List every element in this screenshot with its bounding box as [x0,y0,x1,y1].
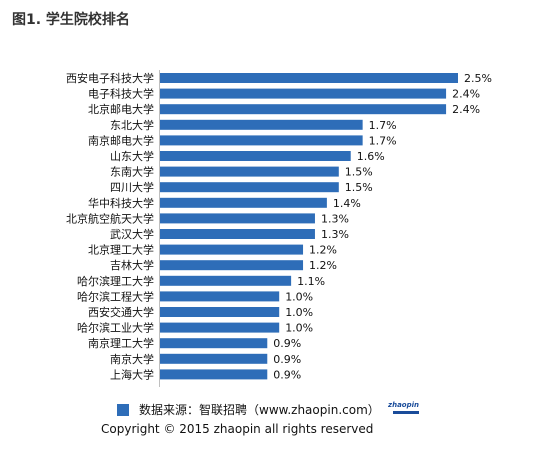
value-label: 1.0% [285,322,313,335]
bar [160,322,280,333]
bar [160,291,280,302]
bar [160,229,315,239]
value-label: 1.4% [333,197,361,210]
bar [160,213,315,224]
bar [160,88,447,99]
category-label: 哈尔滨理工大学 [77,274,154,288]
source-text: 数据来源：智联招聘（www.zhaopin.com） [139,403,380,417]
value-label: 0.9% [273,353,301,366]
value-label: 1.3% [321,228,349,241]
value-label: 2.4% [452,103,480,116]
bar [160,119,363,130]
value-label: 0.9% [273,337,301,350]
bar [160,166,339,177]
bar [160,244,304,255]
value-label: 1.0% [285,290,313,303]
value-label: 1.5% [345,166,373,179]
value-label: 1.5% [345,181,373,194]
bar [160,338,268,349]
category-label: 山东大学 [110,149,154,163]
bar [160,260,304,271]
value-label: 1.3% [321,212,349,225]
logo-text: zhaopin [388,401,419,409]
category-label: 上海大学 [110,367,154,381]
bar [160,104,447,115]
category-label: 东北大学 [110,118,154,132]
value-label: 1.0% [285,306,313,319]
copyright-text: Copyright © 2015 zhaopin all rights rese… [101,422,374,436]
category-label: 电子科技大学 [88,87,154,101]
category-label: 南京理工大学 [88,336,154,350]
bar [160,275,292,286]
logo-bar-icon [393,411,419,414]
bar [160,151,351,161]
category-label: 哈尔滨工程大学 [77,289,154,303]
value-label: 1.6% [357,150,385,163]
value-label: 1.2% [309,259,337,272]
value-label: 2.5% [464,72,492,85]
value-label: 1.2% [309,244,337,257]
bar [160,353,268,364]
zhaopin-logo: zhaopin [371,400,419,416]
category-label: 武汉大学 [110,227,154,241]
category-label: 南京邮电大学 [88,133,154,147]
category-label: 北京邮电大学 [88,102,154,116]
bar [160,182,339,193]
category-label: 西安电子科技大学 [66,71,154,85]
chart-title: 图1. 学生院校排名 [12,12,130,28]
category-label: 哈尔滨工业大学 [77,321,154,335]
bar [160,135,363,146]
category-label: 西安交通大学 [88,305,154,319]
bar [160,369,268,380]
bar [160,197,327,208]
legend-swatch [117,403,129,416]
value-label: 2.4% [452,88,480,101]
value-label: 0.9% [273,368,301,381]
category-label: 四川大学 [110,180,154,194]
value-label: 1.7% [369,134,397,147]
category-label: 华中科技大学 [88,196,154,210]
source-note: 数据来源：智联招聘（www.zhaopin.com） [117,401,380,418]
category-label: 南京大学 [110,352,154,366]
category-label: 北京航空航天大学 [66,211,154,225]
bar [160,73,458,83]
value-label: 1.7% [369,119,397,132]
bar [160,307,280,317]
category-label: 北京理工大学 [88,243,154,257]
value-label: 1.1% [297,275,325,288]
category-label: 东南大学 [110,165,154,179]
bar-chart: 西安电子科技大学 2.5% 电子科技大学 2.4% 北京邮电大学 2.4% 东北大学 1.7%… [66,70,492,387]
category-label: 吉林大学 [110,258,154,272]
